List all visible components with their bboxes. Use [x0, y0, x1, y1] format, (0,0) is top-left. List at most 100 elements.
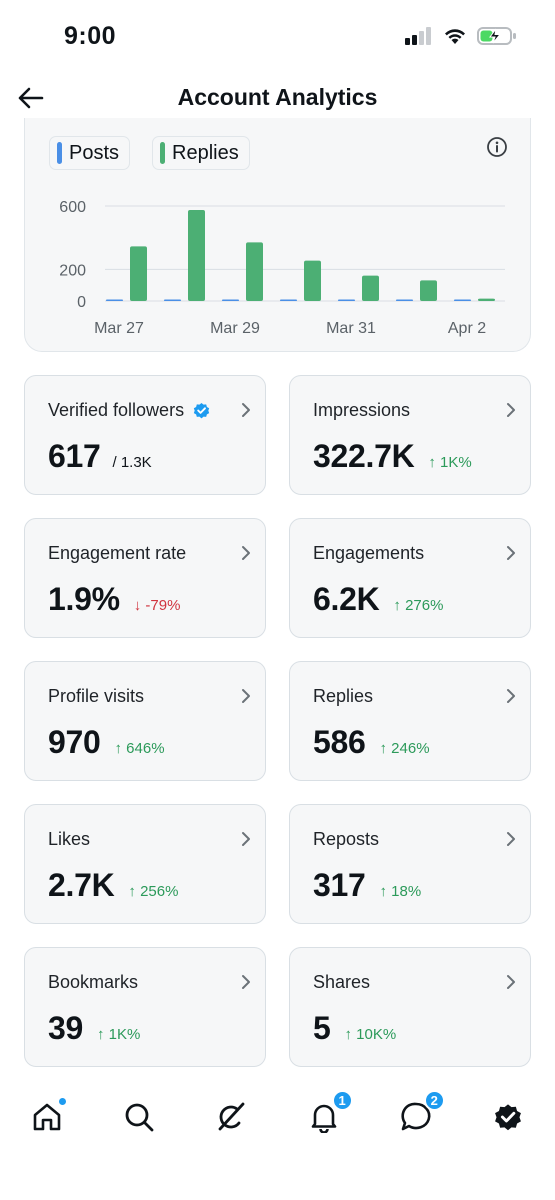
metric-label: Verified followers [48, 400, 211, 421]
messages-icon [401, 1102, 431, 1131]
metric-label: Replies [313, 686, 373, 707]
metric-card-reposts[interactable]: Reposts 317 ↑ 18% [289, 804, 531, 924]
metric-value: 586 [313, 724, 366, 760]
bar-posts-mar-28 [164, 299, 181, 301]
bar-replies-mar-27 [130, 246, 147, 301]
metric-total: / 1.3K [112, 454, 152, 471]
chevron-right-icon [507, 832, 515, 846]
metric-change: ↑ 276% [393, 597, 444, 614]
status-time: 9:00 [64, 22, 117, 50]
metric-label: Profile visits [48, 686, 144, 707]
header: Account Analytics [0, 72, 555, 126]
metric-value: 6.2K [313, 581, 380, 617]
nav-verified[interactable] [491, 1100, 525, 1134]
metric-card-engagements[interactable]: Engagements 6.2K ↑ 276% [289, 518, 531, 638]
bar-replies-mar-30 [304, 260, 321, 301]
metric-change: ↓ -79% [133, 597, 181, 614]
metric-label-text: Engagements [313, 543, 425, 563]
metric-label-text: Shares [313, 972, 371, 992]
metric-change: ↑ 1K% [97, 1026, 141, 1043]
legend-swatch [160, 142, 166, 164]
chevron-right-icon [507, 403, 515, 417]
x-tick-label: Apr 2 [448, 320, 486, 337]
metric-label-text: Engagement rate [48, 543, 187, 563]
metric-card-verified-followers[interactable]: Verified followers 617 / 1.3K [24, 375, 266, 495]
status-icons [405, 26, 517, 46]
bar-posts-apr-1 [396, 299, 413, 301]
chevron-right-icon [242, 546, 250, 560]
back-button[interactable] [12, 80, 48, 116]
grok-icon [218, 1102, 245, 1131]
nav-messages[interactable]: 2 [399, 1090, 445, 1134]
metric-label: Engagements [313, 543, 424, 564]
nav-grok[interactable] [214, 1100, 248, 1134]
chevron-right-icon [242, 403, 250, 417]
metric-change: ↑ 646% [114, 740, 165, 757]
metric-card-likes[interactable]: Likes 2.7K ↑ 256% [24, 804, 266, 924]
metric-card-bookmarks[interactable]: Bookmarks 39 ↑ 1K% [24, 947, 266, 1067]
legend-replies[interactable]: Replies [152, 136, 250, 170]
chevron-right-icon [242, 832, 250, 846]
nav-search[interactable] [122, 1100, 156, 1134]
metric-label-text: Profile visits [48, 686, 145, 706]
metric-value-row: 6.2K ↑ 276% [313, 581, 443, 618]
verified-badge-icon [193, 402, 210, 419]
verified-icon [495, 1104, 521, 1131]
metric-card-replies[interactable]: Replies 586 ↑ 246% [289, 661, 531, 781]
metric-value-row: 322.7K ↑ 1K% [313, 438, 472, 475]
metric-label-text: Impressions [313, 400, 411, 420]
metric-change: ↑ 256% [128, 883, 179, 900]
metric-label-text: Bookmarks [48, 972, 139, 992]
chart-legend: Posts Replies [49, 136, 250, 170]
metric-change: ↑ 1K% [428, 454, 472, 471]
y-tick-label: 200 [59, 262, 86, 279]
bar-posts-mar-27 [106, 299, 123, 301]
metric-change: ↑ 246% [379, 740, 430, 757]
bar-posts-mar-30 [280, 299, 297, 301]
home-icon [33, 1103, 61, 1131]
chevron-right-icon [242, 975, 250, 989]
metric-label: Likes [48, 829, 90, 850]
metric-value-row: 5 ↑ 10K% [313, 1010, 396, 1047]
notifications-icon [311, 1104, 336, 1133]
search-icon [125, 1103, 154, 1132]
bar-replies-apr-1 [420, 280, 437, 301]
chevron-right-icon [507, 975, 515, 989]
x-tick-label: Mar 31 [326, 320, 376, 337]
legend-label: Posts [69, 141, 120, 164]
nav-notifications[interactable]: 1 [307, 1090, 353, 1134]
metric-card-impressions[interactable]: Impressions 322.7K ↑ 1K% [289, 375, 531, 495]
metric-value-row: 317 ↑ 18% [313, 867, 421, 904]
bar-posts-apr-2 [454, 299, 471, 301]
metric-card-profile-visits[interactable]: Profile visits 970 ↑ 646% [24, 661, 266, 781]
home-notification-dot [58, 1097, 67, 1106]
metric-label: Engagement rate [48, 543, 186, 564]
bottom-nav: 1 2 [0, 1082, 555, 1152]
y-tick-label: 0 [77, 294, 86, 311]
messages-badge: 2 [423, 1090, 445, 1111]
metric-card-shares[interactable]: Shares 5 ↑ 10K% [289, 947, 531, 1067]
x-tick-label: Mar 29 [210, 320, 260, 337]
chevron-right-icon [242, 689, 250, 703]
back-arrow-icon [18, 87, 44, 109]
metric-card-engagement-rate[interactable]: Engagement rate 1.9% ↓ -79% [24, 518, 266, 638]
wifi-icon [445, 29, 465, 44]
chevron-right-icon [507, 689, 515, 703]
activity-chart: 0 200 600 Mar 27 Mar 29 Mar 31 Apr 2 [59, 199, 505, 337]
metric-change: ↑ 10K% [344, 1026, 397, 1043]
metric-value: 617 [48, 438, 101, 474]
legend-posts[interactable]: Posts [49, 136, 131, 170]
metric-label: Bookmarks [48, 972, 138, 993]
chart-card: 0 200 600 Mar 27 Mar 29 Mar 31 Apr 2 Posts Rep… [24, 118, 531, 352]
notifications-badge: 1 [331, 1090, 353, 1111]
metric-value-row: 970 ↑ 646% [48, 724, 165, 761]
info-icon[interactable] [486, 136, 508, 158]
nav-home[interactable] [30, 1097, 67, 1134]
legend-label: Replies [172, 141, 239, 164]
y-tick-label: 600 [59, 199, 86, 216]
metric-value: 970 [48, 724, 101, 760]
metric-value: 39 [48, 1010, 83, 1046]
metric-value: 5 [313, 1010, 331, 1046]
metric-value: 1.9% [48, 581, 120, 617]
metric-label: Shares [313, 972, 370, 993]
